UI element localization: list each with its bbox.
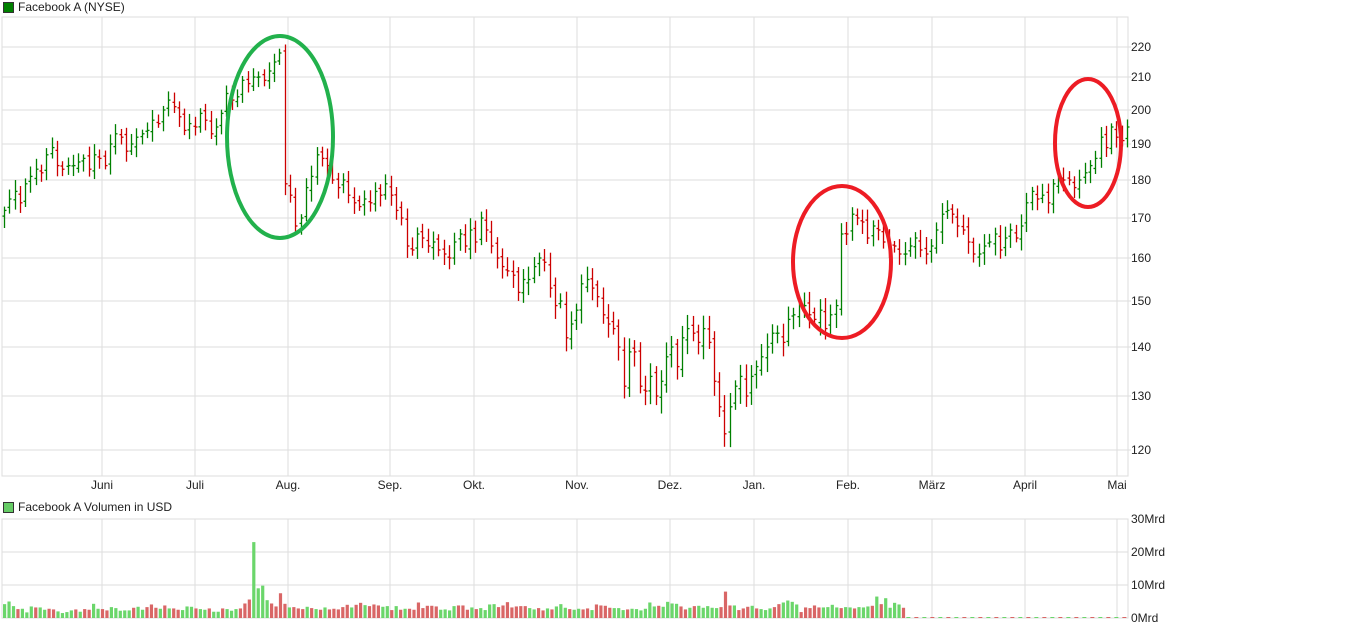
month-tick-label: Jan.: [743, 478, 766, 492]
volume-legend: Facebook A Volumen in USD: [3, 500, 172, 514]
month-tick-label: Mai: [1107, 478, 1126, 492]
price-y-tick: 140: [1131, 340, 1151, 354]
volume-y-tick: 10Mrd: [1131, 578, 1165, 592]
price-y-tick: 190: [1131, 137, 1151, 151]
annotation-ellipses: [225, 34, 1123, 340]
volume-bars: [3, 542, 1127, 618]
price-y-tick: 160: [1131, 251, 1151, 265]
price-x-axis: Juni Juli Aug. Sep. Okt. Nov. Dez. Jan. Feb. März…: [91, 478, 1127, 492]
volume-y-axis: 0Mrd 10Mrd 20Mrd 30Mrd: [1131, 512, 1165, 625]
price-y-tick: 170: [1131, 211, 1151, 225]
red-annotation-ellipse: [791, 184, 893, 340]
volume-legend-swatch: [3, 501, 14, 513]
green-annotation-ellipse: [225, 34, 335, 240]
volume-legend-label: Facebook A Volumen in USD: [18, 500, 173, 514]
price-y-tick: 200: [1131, 103, 1151, 117]
volume-y-tick: 20Mrd: [1131, 545, 1165, 559]
price-y-tick: 210: [1131, 70, 1151, 84]
month-tick-label: Aug.: [276, 478, 301, 492]
price-legend-swatch: [3, 1, 14, 13]
month-tick-label: Feb.: [836, 478, 860, 492]
ohlc-bars: [2, 44, 1130, 448]
month-tick-label: Sep.: [378, 478, 403, 492]
volume-grid: [1, 518, 1129, 619]
month-tick-label: Okt.: [463, 478, 485, 492]
volume-y-tick: 30Mrd: [1131, 512, 1165, 526]
price-legend-label: Facebook A (NYSE): [18, 0, 125, 14]
price-legend: Facebook A (NYSE): [3, 0, 125, 14]
price-y-tick: 150: [1131, 294, 1151, 308]
month-tick-label: Dez.: [658, 478, 683, 492]
price-y-tick: 180: [1131, 173, 1151, 187]
price-y-axis: 120 130 140 150 160 170 180 190 200 210 220: [1128, 40, 1151, 457]
red-annotation-ellipse: [1053, 77, 1123, 209]
month-tick-label: April: [1013, 478, 1037, 492]
price-y-tick: 120: [1131, 443, 1151, 457]
month-tick-label: März: [919, 478, 946, 492]
volume-y-tick: 0Mrd: [1131, 611, 1158, 625]
month-tick-label: Juni: [91, 478, 113, 492]
month-tick-label: Juli: [186, 478, 204, 492]
month-tick-label: Nov.: [565, 478, 589, 492]
price-y-tick: 220: [1131, 40, 1151, 54]
price-grid: [1, 16, 1129, 477]
price-y-tick: 130: [1131, 389, 1151, 403]
